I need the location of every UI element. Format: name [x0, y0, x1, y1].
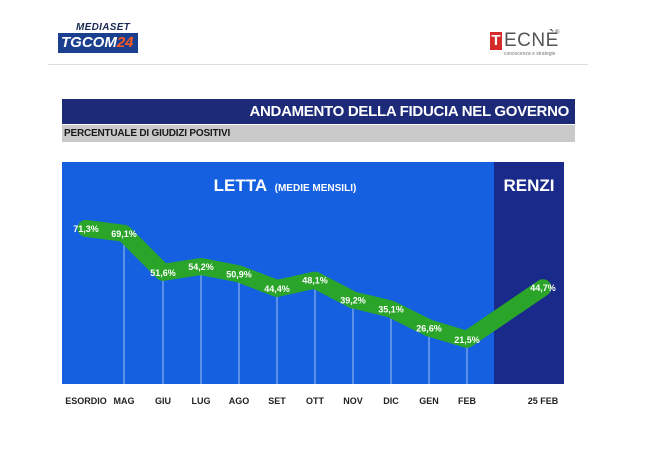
x-tick-label: GIU: [155, 396, 171, 406]
data-label: 50,9%: [226, 269, 252, 279]
renzi-panel: [494, 162, 564, 384]
data-label: 54,2%: [188, 262, 214, 272]
section-renzi-label: RENZI: [504, 176, 555, 195]
letta-note: (MEDIE MENSILI): [275, 183, 357, 194]
x-tick-label: DIC: [383, 396, 399, 406]
x-tick-label: AGO: [229, 396, 250, 406]
data-label: 48,1%: [302, 276, 328, 286]
x-tick-label: ESORDIO: [65, 396, 107, 406]
data-label: 35,1%: [378, 305, 404, 315]
x-tick-label: SET: [268, 396, 286, 406]
chart-title: ANDAMENTO DELLA FIDUCIA NEL GOVERNO: [62, 99, 575, 124]
x-tick-label: NOV: [343, 396, 363, 406]
data-label: 71,3%: [73, 224, 99, 234]
x-tick-label: GEN: [419, 396, 439, 406]
x-tick-label: MAG: [114, 396, 135, 406]
tecne-wordmark: ECNÈ: [504, 30, 559, 51]
tecne-tagline: conoscenza e strategie: [504, 51, 556, 57]
tecne-first-letter: T: [490, 32, 502, 50]
data-label: 44,7%: [530, 283, 556, 293]
tgcom-wordmark: TGCOM24: [58, 33, 138, 53]
x-tick-label: OTT: [306, 396, 324, 406]
tecne-logo: T ECNÈ ® conoscenza e strategie: [490, 30, 580, 60]
data-label: 69,1%: [111, 229, 137, 239]
data-label: 44,4%: [264, 284, 290, 294]
tgcom24-logo: MEDIASET TGCOM24: [58, 22, 148, 58]
x-tick-label: LUG: [192, 396, 211, 406]
registered-mark: ®: [555, 30, 560, 36]
letta-label: LETTA: [214, 176, 268, 195]
section-letta-label: LETTA (MEDIE MENSILI): [214, 176, 357, 195]
data-label: 51,6%: [150, 268, 176, 278]
data-label: 21,5%: [454, 335, 480, 345]
header-divider: [48, 64, 588, 65]
letta-panel: [62, 162, 494, 384]
x-axis-labels: ESORDIO MAG GIU LUG AGO SET OTT NOV DIC GEN FEB 25 …: [65, 396, 559, 406]
x-tick-label: FEB: [458, 396, 477, 406]
mediaset-label: MEDIASET: [76, 22, 131, 33]
x-tick-label: 25 FEB: [528, 396, 559, 406]
series-line-fiducia: [77, 219, 552, 348]
data-label: 26,6%: [416, 324, 442, 334]
tgcom-text: TGCOM: [61, 34, 117, 51]
tgcom-number: 24: [116, 34, 134, 51]
chart-subtitle: PERCENTUALE DI GIUDIZI POSITIVI: [62, 125, 575, 142]
data-labels: 71,3% 69,1% 51,6% 54,2% 50,9% 44,4% 48,1% 39,2%…: [73, 224, 556, 345]
data-label: 39,2%: [340, 295, 366, 305]
